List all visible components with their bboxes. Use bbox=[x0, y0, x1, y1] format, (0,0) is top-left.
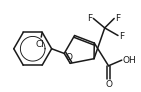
Text: F: F bbox=[115, 14, 120, 23]
Text: F: F bbox=[119, 32, 124, 41]
Text: F: F bbox=[87, 14, 92, 23]
Text: Cl: Cl bbox=[36, 40, 45, 49]
Text: OH: OH bbox=[123, 56, 136, 65]
Text: O: O bbox=[66, 53, 73, 62]
Text: O: O bbox=[105, 80, 112, 89]
